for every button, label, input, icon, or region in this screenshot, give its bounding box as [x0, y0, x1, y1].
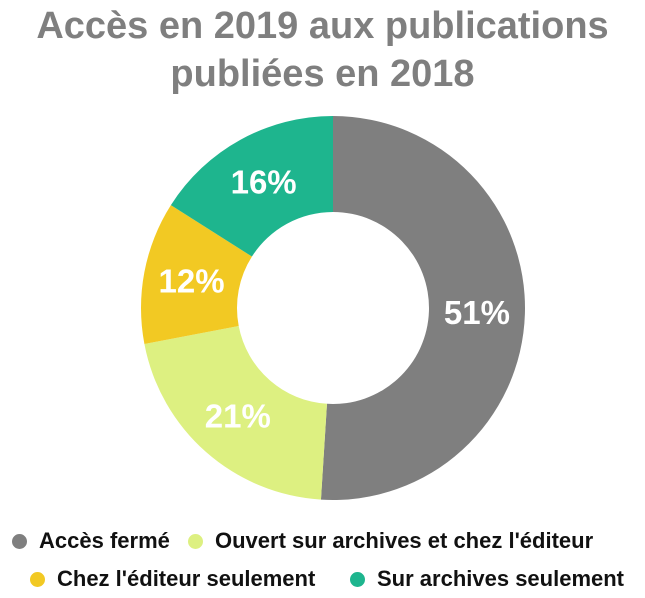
legend-swatch-chez-editeur-seulement	[30, 571, 45, 587]
donut-slice-sur-archives-seulement	[170, 115, 333, 257]
legend-label-ouvert-archives-editeur: Ouvert sur archives et chez l'éditeur	[215, 528, 594, 553]
legend-swatch-sur-archives-seulement	[350, 571, 365, 587]
donut-slice-chez-l-editeur-seulement	[141, 205, 252, 344]
legend-item-ouvert-archives-editeur: Ouvert sur archives et chez l'éditeur	[188, 528, 593, 554]
donut-slice-ouvert-sur-archives-et-chez-l-editeur	[144, 325, 327, 500]
legend-label-chez-editeur-seulement: Chez l'éditeur seulement	[57, 566, 316, 591]
chart-title-line-1: Accès en 2019 aux publications	[36, 5, 609, 47]
chart-title: Accès en 2019 aux publications publiées …	[0, 2, 645, 98]
slice-label-sur-archives-seulement: 16%	[231, 163, 297, 200]
legend-label-sur-archives-seulement: Sur archives seulement	[377, 566, 625, 591]
legend-label-acces-ferme: Accès fermé	[39, 528, 170, 553]
chart-title-line-2: publiées en 2018	[170, 53, 475, 95]
slice-label-ouvert-sur-archives-et-chez-l-editeur: 21%	[205, 398, 271, 435]
legend-swatch-acces-ferme	[12, 533, 27, 549]
legend-item-chez-editeur-seulement: Chez l'éditeur seulement	[30, 566, 315, 592]
slice-label-acces-ferme: 51%	[444, 294, 510, 331]
legend-item-acces-ferme: Accès fermé	[12, 528, 170, 554]
slice-label-chez-l-editeur-seulement: 12%	[159, 263, 225, 300]
donut-slice-acces-ferme	[320, 116, 526, 501]
legend-item-sur-archives-seulement: Sur archives seulement	[350, 566, 624, 592]
legend-swatch-ouvert-archives-editeur	[188, 533, 203, 549]
